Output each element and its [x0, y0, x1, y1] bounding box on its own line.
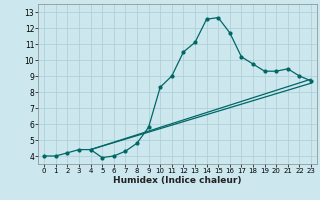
X-axis label: Humidex (Indice chaleur): Humidex (Indice chaleur) — [113, 176, 242, 185]
